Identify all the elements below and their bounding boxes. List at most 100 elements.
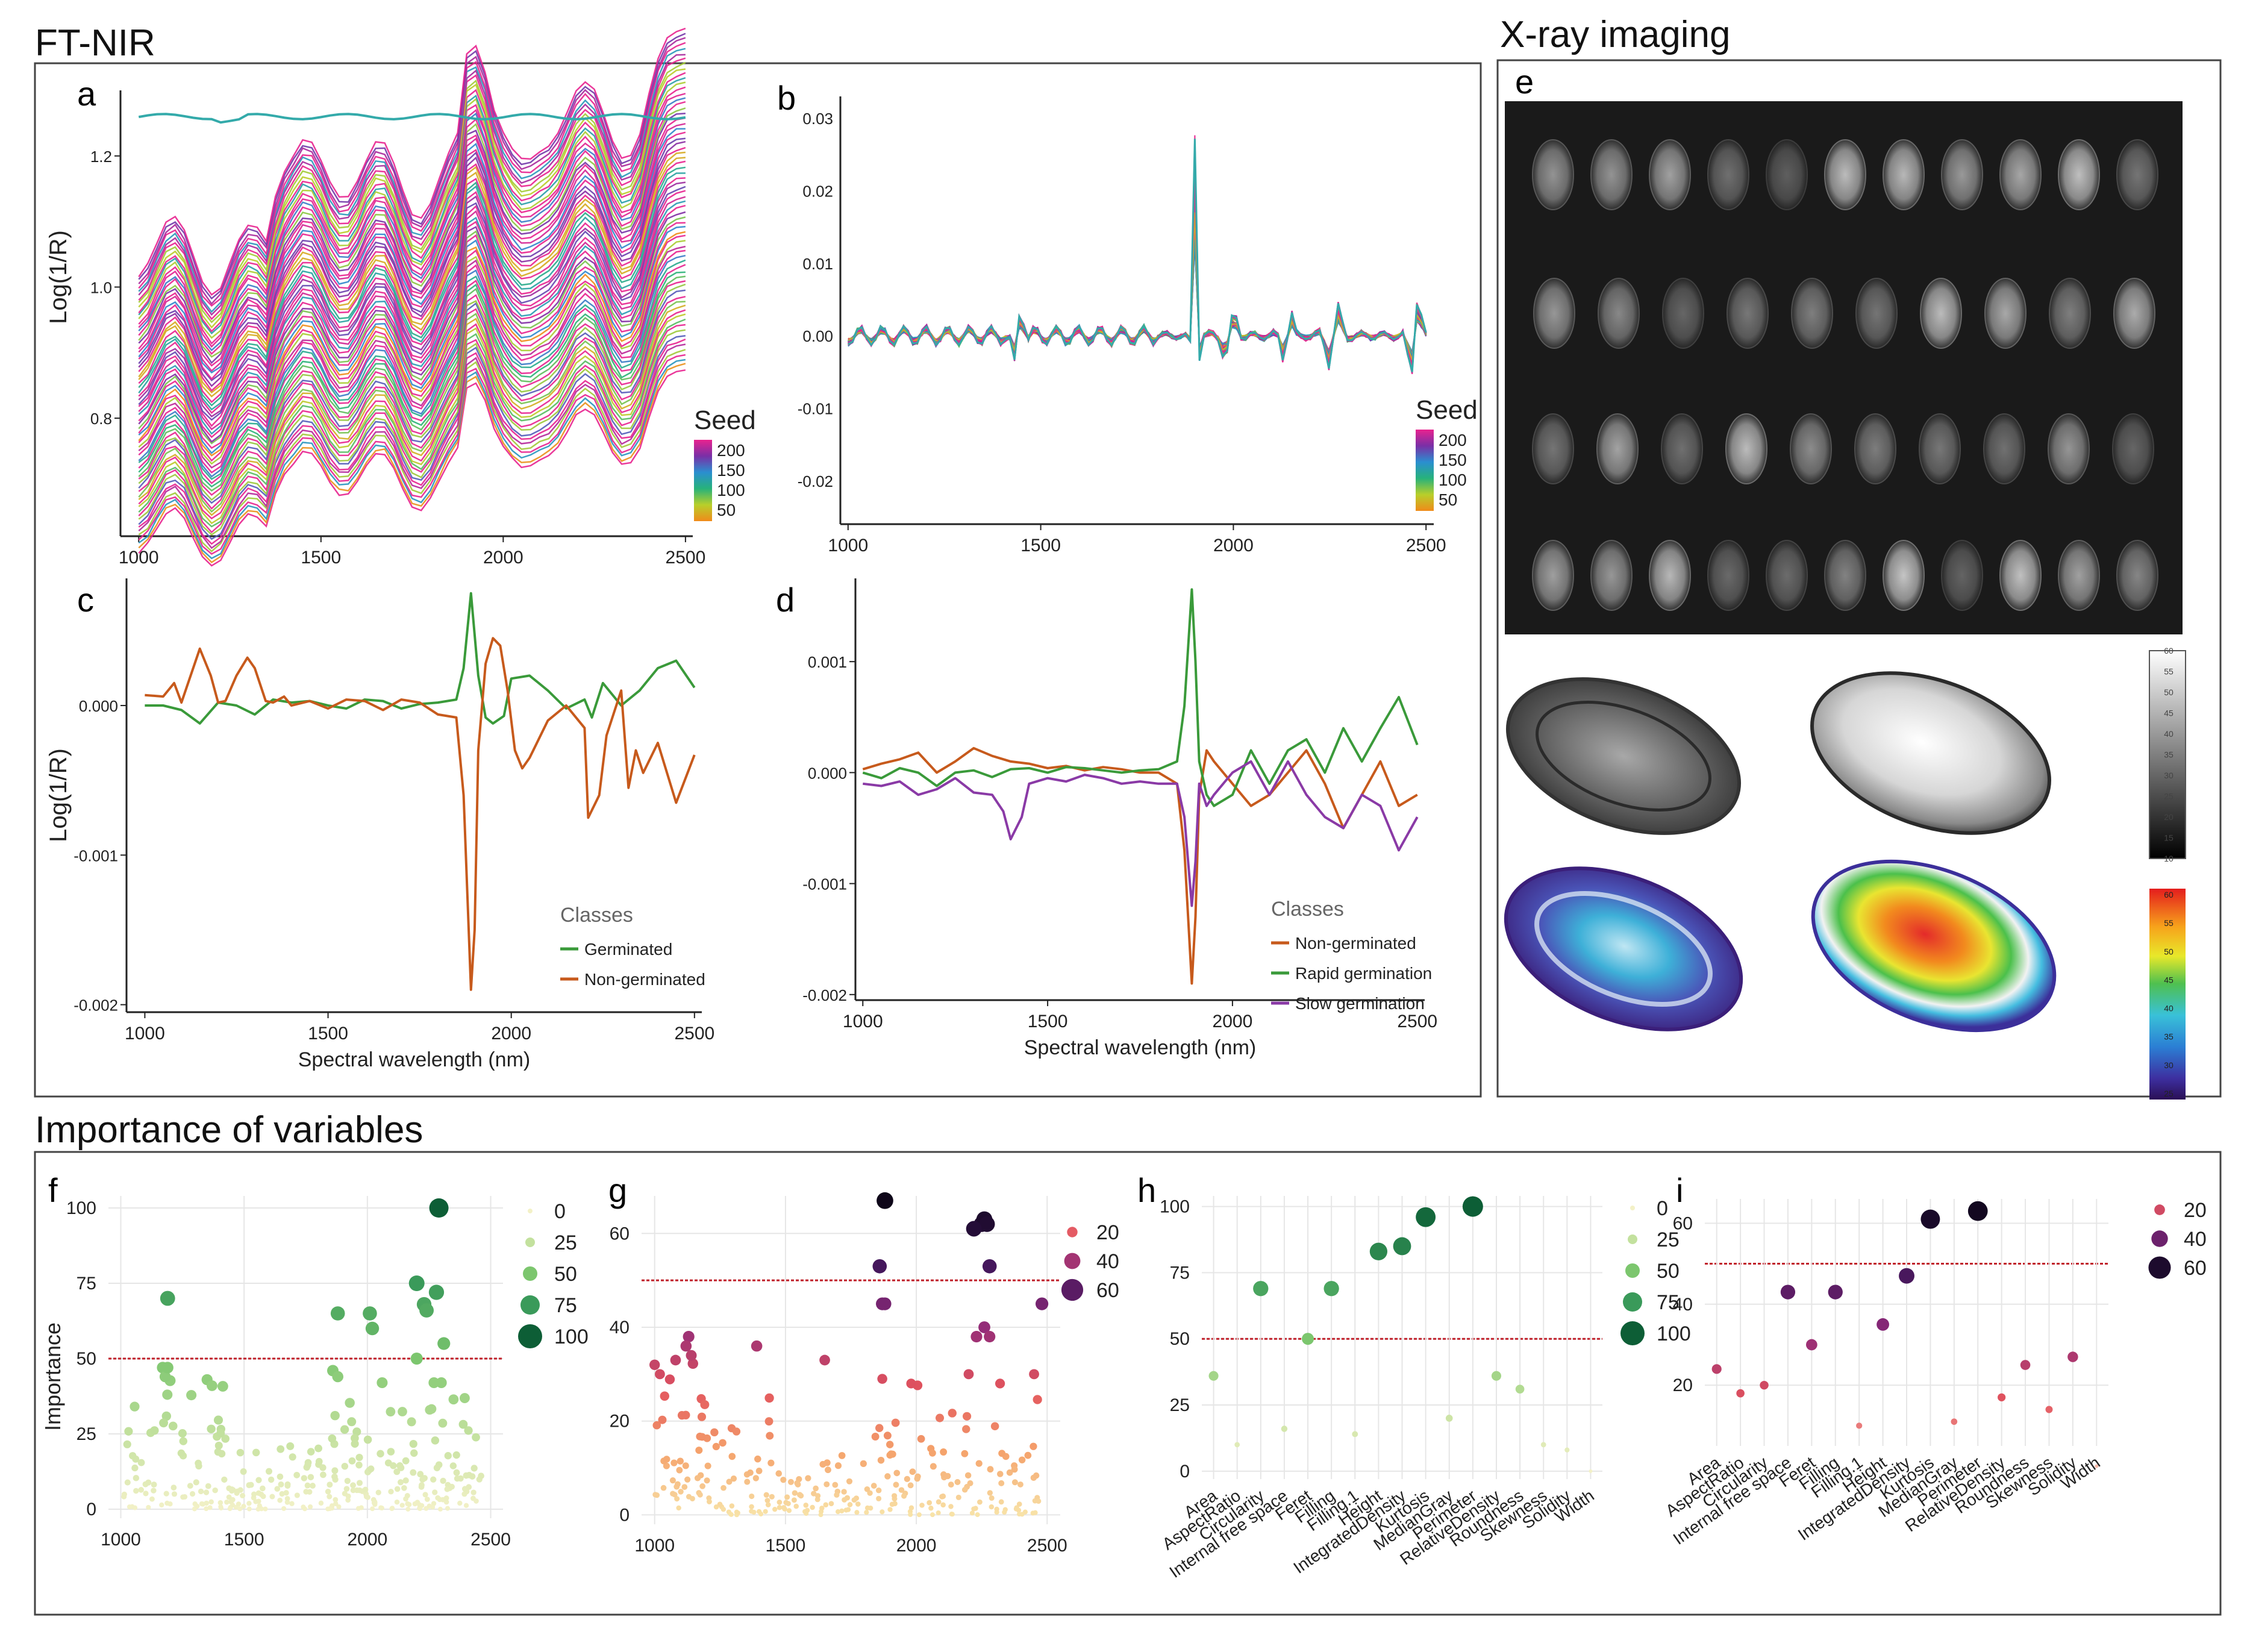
series-line-a [138, 338, 686, 545]
y-tick-label-b: 0.00 [802, 327, 833, 345]
point-f [178, 1429, 187, 1438]
gray-colorbar-label: 55 [2164, 667, 2173, 677]
point-g [1006, 1469, 1013, 1476]
point-f [435, 1495, 441, 1501]
legend-dot-g [1064, 1253, 1081, 1269]
point-g [728, 1453, 736, 1460]
point-g [994, 1506, 999, 1512]
point-g [975, 1512, 980, 1517]
point-i [1998, 1393, 2006, 1401]
point-h [1281, 1425, 1288, 1432]
point-f [307, 1448, 315, 1456]
point-g [970, 1330, 983, 1343]
series-line-a [138, 186, 686, 421]
point-f [377, 1450, 384, 1458]
point-f [278, 1481, 284, 1488]
series-line-a [138, 358, 686, 560]
x-tick-label-b: 2000 [1213, 536, 1254, 555]
point-g [660, 1391, 669, 1401]
point-f [390, 1462, 397, 1469]
point-g [1029, 1369, 1039, 1380]
x-tick-label-f: 1500 [224, 1530, 264, 1550]
series-line-a [138, 231, 686, 457]
point-f [284, 1481, 291, 1488]
panel-label-d: d [776, 581, 795, 619]
series-line-a [138, 146, 686, 392]
point-f [252, 1448, 260, 1457]
xray-seed [2116, 540, 2158, 611]
series-line-a [138, 68, 686, 329]
series-line-a [138, 324, 686, 534]
point-g [893, 1469, 901, 1477]
point-f [240, 1492, 246, 1498]
point-f [363, 1435, 372, 1444]
heat-colorbar-label: 50 [2164, 946, 2173, 956]
series-line-a [138, 254, 686, 478]
point-g [677, 1457, 684, 1465]
point-f [342, 1491, 348, 1497]
point-g [674, 1481, 681, 1488]
point-f [293, 1471, 301, 1478]
point-f [473, 1498, 479, 1504]
point-h [1564, 1447, 1570, 1453]
point-g [875, 1488, 882, 1494]
point-i [2020, 1360, 2031, 1370]
point-g [876, 1495, 882, 1501]
point-f [351, 1434, 359, 1442]
xray-seed [1532, 139, 1574, 210]
point-g [1030, 1442, 1037, 1450]
series-line-d [862, 588, 1419, 807]
point-g [765, 1502, 771, 1507]
point-f [260, 1485, 266, 1492]
point-g [878, 1297, 892, 1310]
point-f [458, 1419, 468, 1429]
y-tick-label-a: 1.2 [90, 148, 112, 166]
x-tick-label-g: 1500 [766, 1536, 806, 1556]
point-f [402, 1477, 409, 1484]
point-g [877, 1457, 885, 1464]
point-f [405, 1501, 410, 1507]
y-tick-label-g: 60 [610, 1224, 630, 1244]
point-f [236, 1501, 242, 1507]
panel-label-b: b [777, 79, 796, 117]
point-g [854, 1510, 860, 1515]
xray-seed [1661, 413, 1703, 484]
xray-seed [1983, 413, 2025, 484]
panel-label-f: f [48, 1171, 58, 1209]
legend-label-b: 100 [1439, 471, 1467, 489]
point-i [1736, 1389, 1745, 1398]
series-line-a [138, 128, 686, 374]
x-tick-label-d: 2000 [1213, 1012, 1253, 1031]
series-line-a [138, 117, 686, 367]
point-f [422, 1492, 428, 1498]
point-g [658, 1415, 667, 1424]
xray-seed-grid [1532, 139, 2158, 611]
point-h [1515, 1384, 1525, 1394]
point-g [948, 1504, 954, 1509]
point-f [314, 1444, 322, 1453]
xray-seed [1727, 278, 1769, 349]
y-tick-label-d: 0.000 [808, 764, 847, 782]
point-g [834, 1492, 840, 1498]
point-g [919, 1503, 925, 1508]
y-tick-label-h: 50 [1170, 1329, 1190, 1349]
point-f [221, 1435, 230, 1443]
legend-label-d: Slow germination [1295, 994, 1425, 1013]
point-g [928, 1506, 934, 1511]
xray-seed [1941, 540, 1983, 611]
point-g [813, 1485, 819, 1492]
point-f [412, 1501, 418, 1507]
point-f [203, 1489, 210, 1495]
point-g [928, 1449, 936, 1457]
point-f [399, 1503, 405, 1508]
point-f [168, 1421, 178, 1431]
point-f [418, 1482, 425, 1488]
series-line-a [138, 216, 686, 445]
point-g [847, 1502, 853, 1507]
point-f [138, 1487, 145, 1493]
outlier-line-a [138, 113, 686, 124]
point-g [886, 1441, 894, 1448]
point-g [783, 1500, 789, 1506]
point-g [681, 1484, 688, 1490]
series-line-a [138, 160, 686, 404]
